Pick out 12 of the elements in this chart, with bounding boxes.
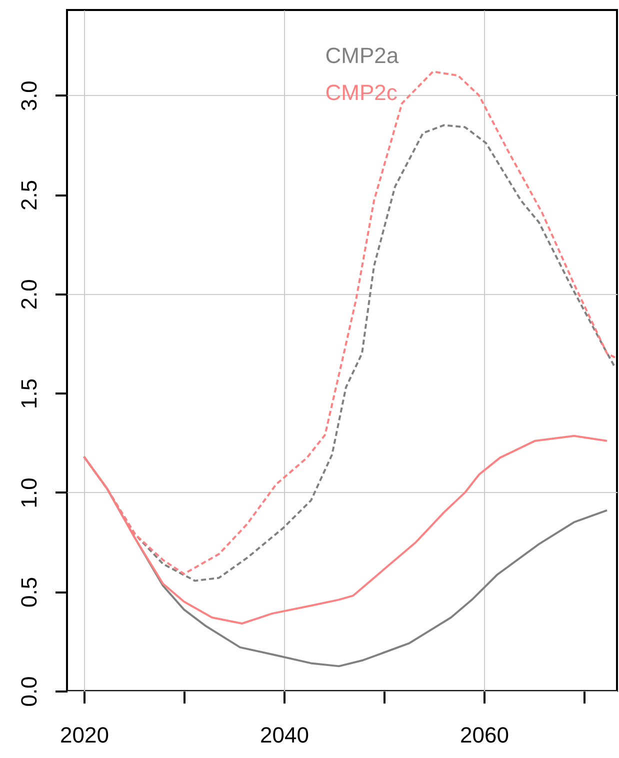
text: CMP2a <box>325 43 400 68</box>
x-tick-label: 2040 <box>260 722 309 748</box>
y-tick-label: 1.0 <box>16 478 42 508</box>
y-tick-label: 2.5 <box>16 180 42 210</box>
y-tick-label: 0.0 <box>16 676 42 707</box>
y-tick-label: 0.5 <box>16 576 42 608</box>
x-tick-label: 2060 <box>460 722 509 748</box>
x-tick-label: 2020 <box>60 722 109 748</box>
y-tick-label: 3.0 <box>16 80 42 112</box>
text: CMP2c <box>325 80 398 105</box>
y-tick-label: 2.0 <box>16 279 42 310</box>
y-tick-label: 1.5 <box>16 378 42 409</box>
